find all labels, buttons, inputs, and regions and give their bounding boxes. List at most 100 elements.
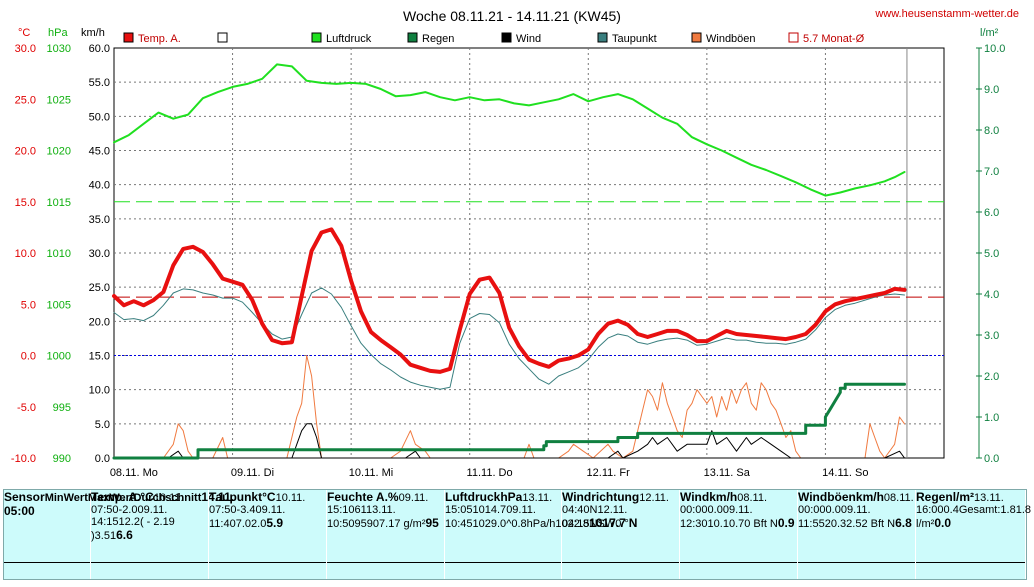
stats-cell-value: 1029.0 xyxy=(472,518,507,530)
hpa-tick-label: 990 xyxy=(53,453,71,465)
stats-cell-time: Gesamt: xyxy=(958,504,1001,516)
total-separator xyxy=(916,562,1025,563)
total-separator xyxy=(445,562,561,563)
hpa-tick-label: 1010 xyxy=(47,248,71,260)
stats-column-header: Windböen xyxy=(798,490,856,504)
stats-cell-value: 10.1 xyxy=(707,518,729,530)
kmh-tick-label: 30.0 xyxy=(89,248,110,260)
stats-cell-value: 1014.7 xyxy=(472,504,507,516)
rain-tick-label: 3.0 xyxy=(984,330,999,342)
legend-swatch xyxy=(217,32,228,43)
stats-cell-time: 12.11. 04:15 xyxy=(562,504,628,530)
stats-current-note: 0 ° xyxy=(615,518,629,530)
stats-column-header: Wind xyxy=(680,490,710,504)
stats-cell-value: 0.0 xyxy=(707,504,723,516)
stats-cell-value: 20.3 xyxy=(824,518,847,530)
x-tick-label: 08.11. Mo xyxy=(110,467,158,479)
hpa-tick-label: 1030 xyxy=(47,43,71,55)
x-tick-label: 13.11. Sa xyxy=(704,467,751,479)
unit-hpa: hPa xyxy=(48,27,68,39)
legend-item: Temp. A. xyxy=(123,32,181,45)
x-tick-label: 10.11. Mi xyxy=(349,467,393,479)
stats-current-value: 95 xyxy=(425,516,439,530)
kmh-tick-label: 15.0 xyxy=(89,351,110,363)
stats-cell-value: 1022.8 xyxy=(555,518,590,530)
stats-column-header: Regen xyxy=(916,490,953,504)
legend-label: 5.7 Monat-Ø xyxy=(803,33,865,45)
series-temp-a-line xyxy=(112,227,907,374)
stats-cell-value: N xyxy=(589,518,598,530)
legend-swatch xyxy=(407,32,418,43)
legend-swatch xyxy=(691,32,702,43)
rain-tick-label: 6.0 xyxy=(984,207,999,219)
kmh-tick-label: 55.0 xyxy=(89,77,110,89)
stats-column-header: Feuchte A. xyxy=(327,490,388,504)
unit-rain: l/m² xyxy=(980,27,999,39)
stats-row-label: Sensor xyxy=(4,490,45,504)
hpa-tick-label: 1020 xyxy=(47,146,71,158)
rain-tick-label: 0.0 xyxy=(984,453,999,465)
kmh-tick-label: 35.0 xyxy=(89,214,110,226)
kmh-tick-label: 45.0 xyxy=(89,146,110,158)
stats-row-label: MaxWert xyxy=(87,492,134,504)
stats-cell-time: 08.11. 00:00 xyxy=(680,492,768,516)
unit-temp: °C xyxy=(18,27,30,39)
x-tick-label: 14.11. So xyxy=(822,467,868,479)
stats-cell-value: 0.0 xyxy=(825,504,841,516)
site-url[interactable]: www.heusenstamm-wetter.de xyxy=(874,8,1019,20)
stats-current-note: 2 Bft N xyxy=(861,518,896,530)
total-separator xyxy=(562,562,679,563)
temp-tick-label: 10.0 xyxy=(15,248,36,260)
stats-column-unit: °C xyxy=(262,490,276,504)
rain-tick-label: 8.0 xyxy=(984,125,999,137)
hpa-tick-label: 1015 xyxy=(47,197,71,209)
series-windb-en-line xyxy=(113,355,905,459)
stats-cell-value: -2.0 xyxy=(118,504,138,516)
stats-cell-time: 10.11. 07:50 xyxy=(209,492,306,516)
x-tick-label: 09.11. Di xyxy=(231,467,274,479)
stats-column-unit: °C xyxy=(140,490,154,504)
stats-cell-time: 13.11. 15:05 xyxy=(445,492,553,516)
stats-current-note: 0 Bft N xyxy=(744,518,778,530)
x-tick-label: 11.11. Do xyxy=(467,467,513,479)
total-separator xyxy=(209,562,326,563)
stats-cell-time: 10.11. 07:50 xyxy=(91,492,184,516)
rain-tick-label: 9.0 xyxy=(984,84,999,96)
legend-swatch xyxy=(123,32,134,43)
rain-tick-label: 10.0 xyxy=(984,43,1005,55)
stats-current-note: 7.17 g/m² xyxy=(379,518,426,530)
kmh-tick-label: 40.0 xyxy=(89,180,110,192)
legend-label: Temp. A. xyxy=(138,33,181,45)
stats-cell-value: 90 xyxy=(366,518,380,530)
stats-current-value: 0.0 xyxy=(934,516,952,530)
legend-swatch xyxy=(501,32,512,43)
stats-cell-value: 95 xyxy=(354,518,367,530)
temp-tick-label: 20.0 xyxy=(15,146,36,158)
temp-tick-label: -10.0 xyxy=(11,453,36,465)
stats-column-unit: l/m² xyxy=(952,490,975,504)
stats-cell-time: 09.11. 11:55 xyxy=(798,504,871,530)
stats-cell-value: 0.7 xyxy=(728,518,745,530)
stats-column-windrichtung: Windrichtung12.11. 04:40N12.11. 04:15NSW… xyxy=(562,490,680,579)
legend-label: Windböen xyxy=(706,33,756,45)
stats-cell-value: 3.51 xyxy=(94,530,117,542)
hpa-tick-label: 1000 xyxy=(47,351,71,363)
stats-current-value: 6.6 xyxy=(116,528,133,542)
stats-cell-time: 12.11. 04:40 xyxy=(562,492,669,516)
total-separator xyxy=(680,562,797,563)
stats-cell-value: 61 xyxy=(354,504,366,516)
hpa-tick-label: 995 xyxy=(53,402,71,414)
stats-column-unit: km/h xyxy=(709,490,738,504)
stats-column-header: Luftdruck xyxy=(445,490,501,504)
total-separator xyxy=(798,562,915,563)
stats-cell-value: -3.4 xyxy=(236,504,256,516)
stats-column-header: Taupunkt xyxy=(209,490,263,504)
legend-swatch xyxy=(597,32,608,43)
legend-label: Wind xyxy=(516,33,541,45)
legend-item: Taupunkt xyxy=(597,32,657,45)
stats-column-feuchte-a: Feuchte A.%09.11. 15:106113.11. 10:50959… xyxy=(327,490,445,579)
weather-chart: Woche 08.11.21 - 14.11.21 (KW45) www.heu… xyxy=(11,8,1019,479)
stats-column-windb-en: Windböenkm/h08.11. 00:000.009.11. 11:552… xyxy=(798,490,916,579)
stats-row-label: MinWert xyxy=(44,492,88,504)
stats-cell-time: ( - 2.19 ) xyxy=(91,516,175,542)
